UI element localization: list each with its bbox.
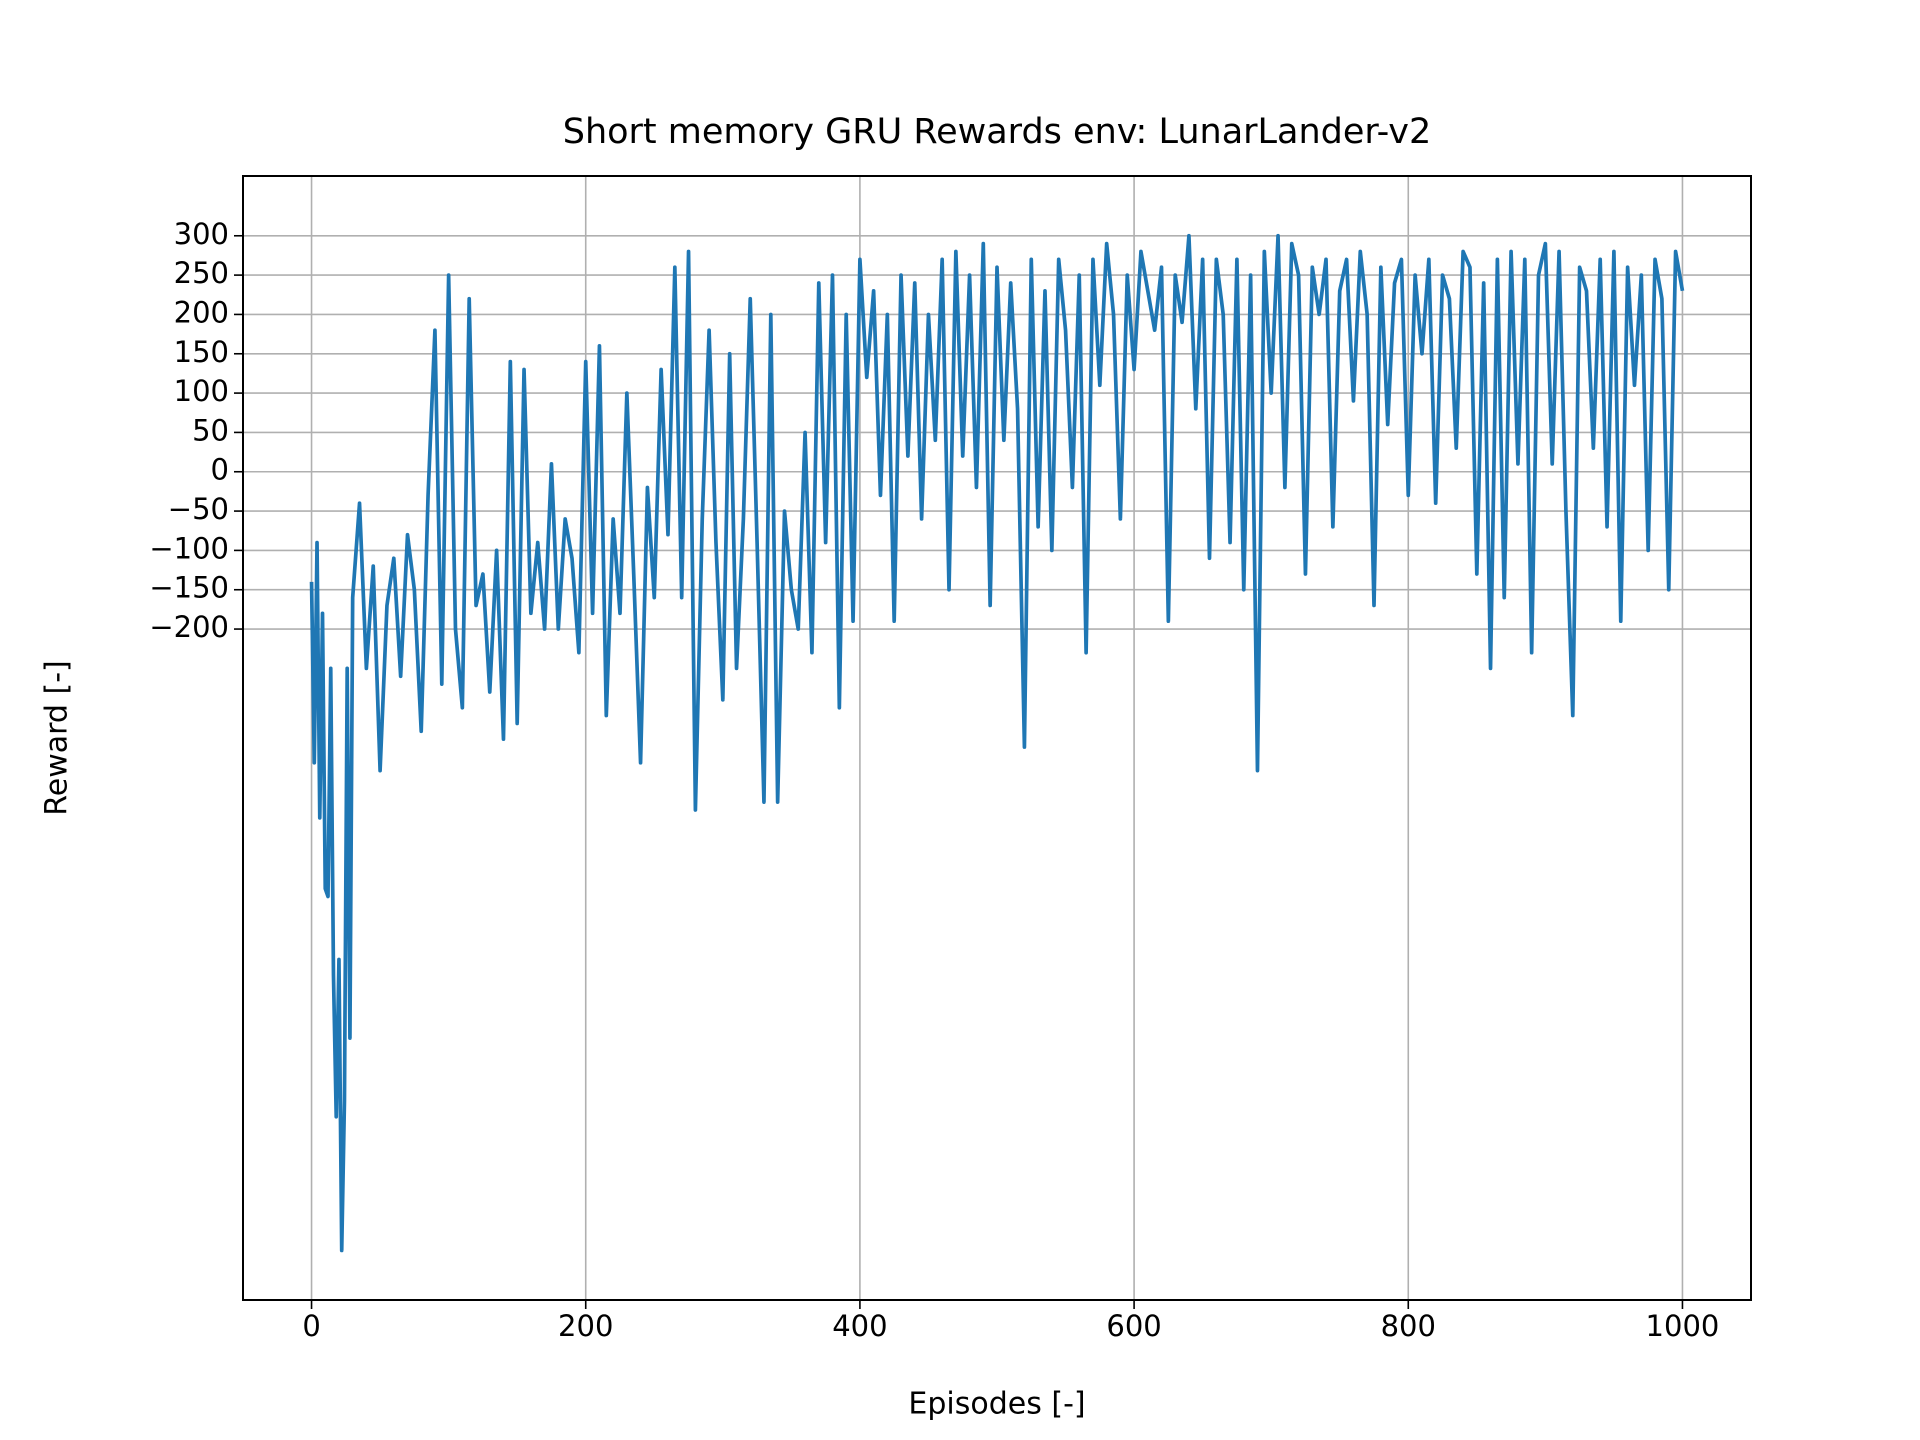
chart-title: Short memory GRU Rewards env: LunarLande… xyxy=(563,112,1432,152)
y-tick-label: 200 xyxy=(174,295,229,329)
plot-frame xyxy=(242,175,1752,1301)
y-tick-label: −200 xyxy=(149,610,229,644)
line-series xyxy=(309,233,1685,1253)
x-axis-label: Episodes [-] xyxy=(908,1387,1085,1422)
y-axis-label: Reward [-] xyxy=(40,660,75,816)
y-tick-label: −50 xyxy=(168,492,229,526)
y-tick-label: −150 xyxy=(149,571,229,605)
y-tick-label: 0 xyxy=(211,453,229,487)
y-tick-label: 250 xyxy=(174,256,229,290)
y-tick-label: 150 xyxy=(174,335,229,369)
x-tick-label: 1000 xyxy=(1646,1309,1720,1343)
x-tick-label: 0 xyxy=(302,1309,320,1343)
x-tick-label: 600 xyxy=(1106,1309,1161,1343)
y-tick-label: 50 xyxy=(192,413,229,447)
x-tick-label: 400 xyxy=(832,1309,887,1343)
y-tick-label: 300 xyxy=(174,217,229,251)
x-tick-label: 200 xyxy=(558,1309,613,1343)
x-tick-label: 800 xyxy=(1381,1309,1436,1343)
y-tick-label: 100 xyxy=(174,374,229,408)
y-tick-label: −100 xyxy=(149,531,229,565)
